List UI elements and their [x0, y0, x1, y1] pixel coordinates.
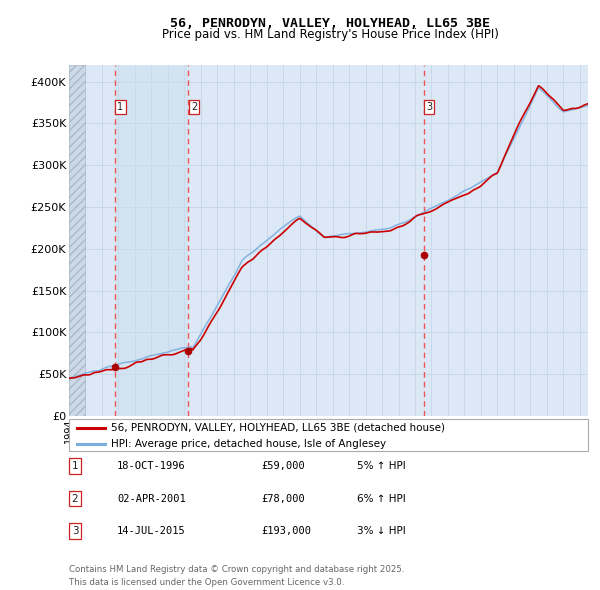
Text: 1: 1 — [118, 102, 124, 112]
Text: 3: 3 — [426, 102, 433, 112]
Text: 56, PENRODYN, VALLEY, HOLYHEAD, LL65 3BE: 56, PENRODYN, VALLEY, HOLYHEAD, LL65 3BE — [170, 17, 490, 30]
Text: 3% ↓ HPI: 3% ↓ HPI — [357, 526, 406, 536]
Text: 2: 2 — [71, 494, 79, 503]
Text: Contains HM Land Registry data © Crown copyright and database right 2025.
This d: Contains HM Land Registry data © Crown c… — [69, 565, 404, 587]
Bar — [69, 65, 85, 416]
Text: HPI: Average price, detached house, Isle of Anglesey: HPI: Average price, detached house, Isle… — [110, 439, 386, 449]
Text: 18-OCT-1996: 18-OCT-1996 — [117, 461, 186, 471]
Text: 6% ↑ HPI: 6% ↑ HPI — [357, 494, 406, 503]
Text: 2: 2 — [191, 102, 197, 112]
Bar — [115, 65, 188, 416]
Text: £193,000: £193,000 — [261, 526, 311, 536]
Text: £59,000: £59,000 — [261, 461, 305, 471]
Text: 1: 1 — [71, 461, 79, 471]
Text: 14-JUL-2015: 14-JUL-2015 — [117, 526, 186, 536]
Bar — [69, 65, 85, 416]
Text: 56, PENRODYN, VALLEY, HOLYHEAD, LL65 3BE (detached house): 56, PENRODYN, VALLEY, HOLYHEAD, LL65 3BE… — [110, 422, 445, 432]
Text: 5% ↑ HPI: 5% ↑ HPI — [357, 461, 406, 471]
Text: £78,000: £78,000 — [261, 494, 305, 503]
Text: Price paid vs. HM Land Registry's House Price Index (HPI): Price paid vs. HM Land Registry's House … — [161, 28, 499, 41]
Text: 02-APR-2001: 02-APR-2001 — [117, 494, 186, 503]
Text: 3: 3 — [71, 526, 79, 536]
